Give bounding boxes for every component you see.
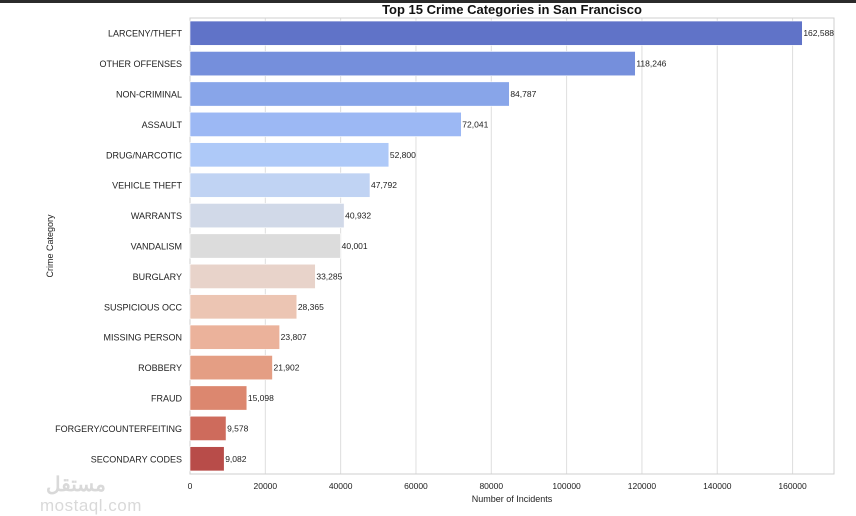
data-label: 15,098 xyxy=(248,393,274,403)
x-tick-label: 40000 xyxy=(329,481,353,491)
x-tick-label: 140000 xyxy=(703,481,732,491)
data-label: 9,082 xyxy=(225,454,247,464)
data-label: 21,902 xyxy=(273,363,299,373)
y-tick-label: ROBBERY xyxy=(138,363,182,373)
data-label: 84,787 xyxy=(510,89,536,99)
watermark-latin: mostaql.com xyxy=(40,496,142,515)
data-label: 72,041 xyxy=(462,119,488,129)
bar-drug-narcotic xyxy=(189,142,390,168)
x-tick-label: 160000 xyxy=(778,481,807,491)
bar-non-criminal xyxy=(189,81,510,107)
watermark-logo: مستقل mostaql.com xyxy=(40,474,142,516)
y-tick-label: VEHICLE THEFT xyxy=(112,181,182,191)
y-tick-label: WARRANTS xyxy=(131,211,182,221)
chart-title: Top 15 Crime Categories in San Francisco xyxy=(382,2,642,17)
y-tick-label: LARCENY/THEFT xyxy=(108,29,183,39)
data-label: 40,001 xyxy=(342,241,368,251)
x-tick-label: 0 xyxy=(188,481,193,491)
y-tick-label: MISSING PERSON xyxy=(103,333,182,343)
data-label: 162,588 xyxy=(803,28,834,38)
bar-other-offenses xyxy=(189,51,636,77)
data-label: 9,578 xyxy=(227,423,249,433)
bar-forgery-counterfeiting xyxy=(189,415,227,441)
x-tick-label: 100000 xyxy=(552,481,581,491)
data-label: 47,792 xyxy=(371,180,397,190)
x-tick-label: 120000 xyxy=(628,481,657,491)
data-label: 33,285 xyxy=(316,271,342,281)
watermark-arabic: مستقل xyxy=(46,474,106,496)
y-axis-label: Crime Category xyxy=(45,214,55,278)
bar-burglary xyxy=(189,263,316,289)
bar-vandalism xyxy=(189,233,341,259)
y-tick-label: DRUG/NARCOTIC xyxy=(106,150,182,160)
y-tick-label: SECONDARY CODES xyxy=(91,454,182,464)
bar-assault xyxy=(189,111,462,137)
y-tick-label: FRAUD xyxy=(151,394,182,404)
bar-secondary-codes xyxy=(189,446,225,472)
bar-vehicle-theft xyxy=(189,172,371,198)
bar-robbery xyxy=(189,355,273,381)
y-tick-label: SUSPICIOUS OCC xyxy=(104,302,183,312)
y-tick-label: ASSAULT xyxy=(142,120,183,130)
x-tick-label: 60000 xyxy=(404,481,428,491)
window-top-border xyxy=(0,0,856,3)
data-label: 52,800 xyxy=(390,150,416,160)
x-tick-label: 20000 xyxy=(254,481,278,491)
bar-suspicious-occ xyxy=(189,294,298,320)
bar-larceny-theft xyxy=(189,20,803,46)
bar-fraud xyxy=(189,385,248,411)
y-tick-label: OTHER OFFENSES xyxy=(99,59,182,69)
x-axis-label: Number of Incidents xyxy=(472,494,553,504)
x-tick-label: 80000 xyxy=(479,481,503,491)
data-label: 118,246 xyxy=(636,59,666,69)
data-label: 28,365 xyxy=(298,302,324,312)
data-label: 40,932 xyxy=(345,211,371,221)
data-label: 23,807 xyxy=(281,332,307,342)
y-tick-label: FORGERY/COUNTERFEITING xyxy=(55,424,182,434)
y-tick-label: BURGLARY xyxy=(133,272,182,282)
y-tick-label: VANDALISM xyxy=(131,242,182,252)
bar-warrants xyxy=(189,203,345,229)
y-tick-label: NON-CRIMINAL xyxy=(116,90,182,100)
bar-missing-person xyxy=(189,324,280,350)
